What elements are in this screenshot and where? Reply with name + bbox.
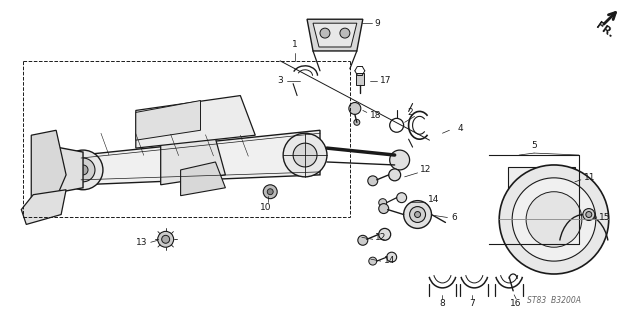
Polygon shape [81,130,320,185]
Text: 14: 14 [383,256,395,265]
Polygon shape [181,162,225,196]
Text: 5: 5 [531,140,537,150]
Circle shape [583,209,595,220]
Circle shape [586,212,592,218]
Circle shape [354,119,360,125]
Circle shape [389,169,401,181]
Circle shape [293,143,317,167]
Circle shape [78,165,88,175]
Text: 12: 12 [420,165,431,174]
Text: 6: 6 [452,213,457,222]
Circle shape [320,28,330,38]
Circle shape [387,252,397,262]
Polygon shape [307,19,363,51]
Circle shape [379,199,387,207]
Polygon shape [136,100,201,140]
Text: 18: 18 [369,111,382,120]
FancyBboxPatch shape [508,167,575,211]
Circle shape [390,150,410,170]
Polygon shape [136,96,255,148]
Circle shape [263,185,277,199]
Circle shape [404,201,431,228]
Text: 3: 3 [277,76,283,85]
Text: 8: 8 [440,299,445,308]
Text: 11: 11 [584,173,596,182]
Circle shape [358,235,368,245]
Circle shape [368,176,378,186]
Circle shape [63,150,103,190]
Text: 17: 17 [380,76,391,85]
Polygon shape [313,23,357,47]
Polygon shape [47,145,83,195]
Text: FR.: FR. [594,20,615,40]
Circle shape [379,228,390,240]
Circle shape [397,193,406,203]
Circle shape [162,235,169,243]
Circle shape [379,204,389,213]
Text: 13: 13 [136,238,148,247]
Text: 4: 4 [457,124,463,133]
Circle shape [410,207,426,222]
Polygon shape [356,73,364,85]
Circle shape [526,192,582,247]
Text: 10: 10 [259,203,271,212]
Text: 12: 12 [375,233,386,242]
Polygon shape [161,120,225,185]
Text: 15: 15 [599,213,610,222]
Text: 1: 1 [292,39,298,49]
Text: 2: 2 [408,108,413,117]
Circle shape [340,28,350,38]
Circle shape [415,212,420,218]
Circle shape [158,231,174,247]
Circle shape [369,257,376,265]
Circle shape [512,178,596,261]
Polygon shape [31,130,66,210]
Circle shape [349,102,361,114]
Text: 16: 16 [510,299,522,308]
Text: 14: 14 [427,195,439,204]
Text: ST83  B3200A: ST83 B3200A [527,296,581,305]
Circle shape [499,165,609,274]
Text: 9: 9 [375,19,380,28]
Circle shape [268,189,273,195]
Text: 7: 7 [469,299,475,308]
Circle shape [71,158,95,182]
Polygon shape [21,190,66,224]
Circle shape [283,133,327,177]
